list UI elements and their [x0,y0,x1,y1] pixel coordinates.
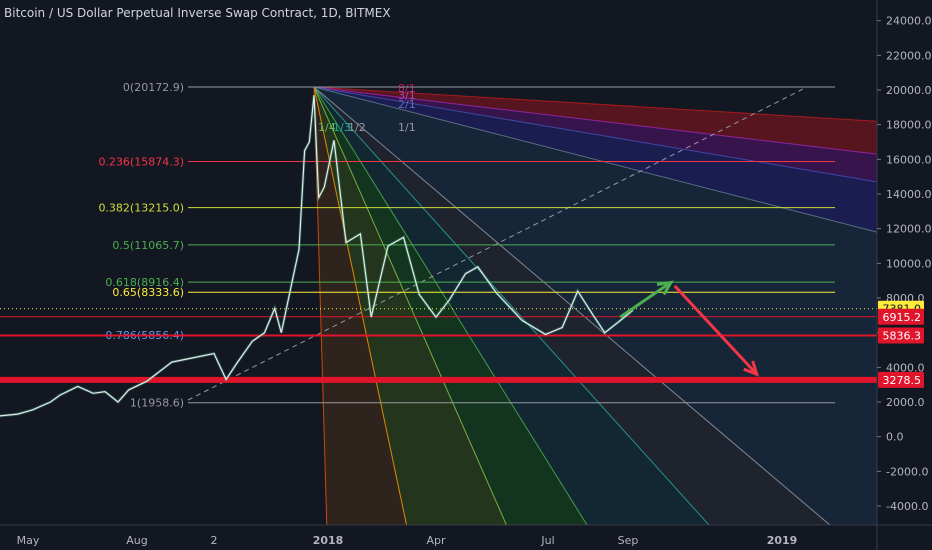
x-tick-label: Sep [618,534,639,547]
fib-label: 0(20172.9) [123,81,184,94]
time-axis[interactable]: May Aug 2 2018 Apr Jul Sep 2019 [17,534,798,547]
fan-ray [313,86,507,525]
fib-label: 1(1958.6) [130,397,184,410]
y-tick-label: 10000.0 [886,257,932,270]
price-tag-box [878,371,924,388]
fan-label: 1/4 [318,121,336,134]
projection-arrow-shaft [619,281,672,319]
projection-arrow-head [656,280,674,296]
fan-label: 3/1 [398,89,416,102]
projection-arrows [619,280,760,377]
chart-title: Bitcoin / US Dollar Perpetual Inverse Sw… [4,6,391,20]
x-tick-label: 2018 [313,534,344,547]
fib-label: 0.5(11065.7) [112,239,184,252]
y-tick-label: -4000.0 [886,500,928,513]
price-series [0,95,877,418]
price-tag-box [878,327,924,344]
price-tag-label: 3278.5 [883,374,922,387]
fib-label: 0.236(15874.3) [98,156,184,169]
x-tick-label: Aug [126,534,147,547]
y-tick-label: -2000.0 [886,465,928,478]
fan-label: 2/1 [398,98,416,111]
fan-wedge [313,87,877,525]
y-tick-label: 4000.0 [886,361,925,374]
y-tick-label: 22000.0 [886,49,932,62]
price-tag-label: 5836.3 [883,330,922,343]
fib-label: 0.382(13215.0) [98,202,184,215]
fan-label: 1/3 [333,121,351,134]
y-tick-label: 24000.0 [886,15,932,28]
price-tag-box [878,308,924,325]
y-tick-label: 20000.0 [886,84,932,97]
x-tick-label: 2019 [767,534,798,547]
y-tick-label: 16000.0 [886,153,932,166]
fan-label: 1/1 [398,121,416,134]
x-tick-label: May [17,534,40,547]
price-line [0,95,634,417]
price-tag-label: 6915.2 [883,311,922,324]
y-tick-label: 12000.0 [886,223,932,236]
y-tick-label: 0.0 [886,431,904,444]
x-tick-label: 2 [211,534,218,547]
projection-arrow-shaft [673,284,758,376]
fan-ray [313,86,831,525]
fan-ray [313,86,877,155]
fib-label: 0.65(8333.6) [112,286,184,299]
fan-ray [313,86,877,183]
y-tick-label: 14000.0 [886,188,932,201]
fan-label: 8/1 [398,82,416,95]
x-tick-label: Jul [540,534,554,547]
y-tick-label: 18000.0 [886,119,932,132]
trend-line [187,86,808,401]
gann-fan: 8/13/12/1 1/1 1/21/31/4 [187,82,877,525]
fan-label: 1/2 [348,121,366,134]
fib-label: 0.618(8916.4) [105,276,184,289]
fan-ray [313,86,588,525]
fan-ray [313,86,710,525]
y-tick-label: 2000.0 [886,396,925,409]
fan-ray [313,86,408,525]
projection-arrow-head [743,360,760,377]
fan-ray [313,86,877,122]
x-tick-label: Apr [426,534,446,547]
price-axis[interactable]: 24000.0 22000.0 20000.0 18000.0 16000.0 14000… [877,15,932,513]
fan-ray [313,86,328,525]
